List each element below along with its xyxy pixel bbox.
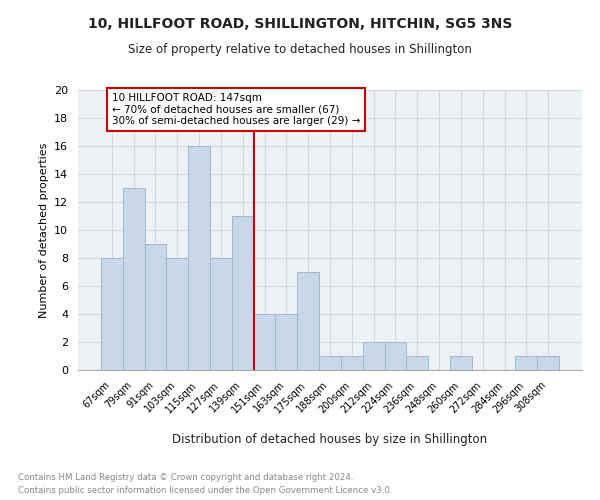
Bar bbox=[275, 314, 297, 370]
Bar bbox=[232, 216, 254, 370]
Bar bbox=[210, 258, 232, 370]
Bar bbox=[254, 314, 275, 370]
Bar bbox=[537, 356, 559, 370]
Bar bbox=[319, 356, 341, 370]
Bar bbox=[406, 356, 428, 370]
Text: 10 HILLFOOT ROAD: 147sqm
← 70% of detached houses are smaller (67)
30% of semi-d: 10 HILLFOOT ROAD: 147sqm ← 70% of detach… bbox=[112, 93, 360, 126]
Text: Size of property relative to detached houses in Shillington: Size of property relative to detached ho… bbox=[128, 42, 472, 56]
Bar bbox=[341, 356, 363, 370]
Bar bbox=[166, 258, 188, 370]
Bar bbox=[363, 342, 385, 370]
Text: Contains HM Land Registry data © Crown copyright and database right 2024.: Contains HM Land Registry data © Crown c… bbox=[18, 472, 353, 482]
Bar bbox=[297, 272, 319, 370]
Bar bbox=[385, 342, 406, 370]
Bar bbox=[188, 146, 210, 370]
Text: 10, HILLFOOT ROAD, SHILLINGTON, HITCHIN, SG5 3NS: 10, HILLFOOT ROAD, SHILLINGTON, HITCHIN,… bbox=[88, 18, 512, 32]
Bar bbox=[450, 356, 472, 370]
Bar bbox=[515, 356, 537, 370]
Y-axis label: Number of detached properties: Number of detached properties bbox=[38, 142, 49, 318]
Bar bbox=[101, 258, 123, 370]
Text: Distribution of detached houses by size in Shillington: Distribution of detached houses by size … bbox=[172, 432, 488, 446]
Bar bbox=[145, 244, 166, 370]
Text: Contains public sector information licensed under the Open Government Licence v3: Contains public sector information licen… bbox=[18, 486, 392, 495]
Bar bbox=[123, 188, 145, 370]
